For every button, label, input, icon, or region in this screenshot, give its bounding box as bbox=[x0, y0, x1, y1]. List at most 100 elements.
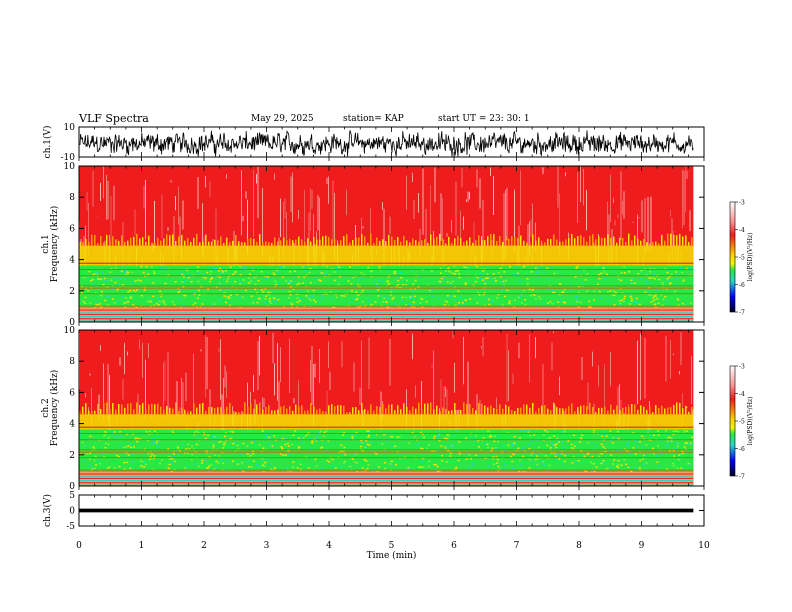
ch2-spectrogram-speckle bbox=[261, 464, 264, 466]
ch2-spectrogram-speckle bbox=[609, 439, 612, 442]
ch2-spectrogram-streak bbox=[280, 347, 281, 383]
ch2-spectrogram-speckle bbox=[534, 452, 537, 455]
ch1-spectrogram-streak bbox=[242, 215, 244, 222]
ch2-spectrogram-speckle bbox=[398, 436, 401, 438]
ch2-spectrogram-streak bbox=[506, 333, 508, 403]
x-tick-label: 2 bbox=[201, 541, 207, 551]
ch2-spectrogram-speckle bbox=[324, 442, 327, 445]
ch1-spectrogram-streak bbox=[122, 221, 124, 268]
ch2-spectrogram-speckle bbox=[428, 460, 431, 462]
ch2-spectrogram-spike bbox=[490, 405, 492, 415]
ch2-spectrogram-speckle bbox=[496, 441, 499, 443]
ch2-spectrogram-spike bbox=[154, 404, 156, 415]
ch1-spectrogram-spike bbox=[127, 240, 129, 246]
ch1-spectrogram-speckle bbox=[230, 301, 233, 304]
ch1-spectrogram-streak bbox=[167, 227, 169, 231]
ch2-spectrogram-speckle bbox=[340, 465, 343, 468]
ch2-spectrogram-speckle bbox=[651, 447, 654, 450]
ch1-spectrogram-speckle bbox=[241, 296, 244, 298]
ch1-spectrogram-speckle bbox=[296, 283, 299, 286]
ch2-spectrogram-streak bbox=[145, 359, 146, 419]
ch1-spectrogram-speckle bbox=[466, 267, 469, 269]
ch2-spectrogram-speckle bbox=[297, 447, 300, 449]
ch1-spectrogram-speckle bbox=[96, 303, 99, 306]
ch1-spectrogram-low-line bbox=[79, 318, 694, 320]
ch1-spectrogram-ytick-label: 0 bbox=[69, 318, 75, 328]
ch1-spectrogram-speckle bbox=[496, 297, 499, 299]
ch1-spectrogram-speckle bbox=[242, 279, 245, 281]
ch2-spectrogram-speckle bbox=[197, 465, 200, 468]
ch1-spectrogram-speckle bbox=[157, 304, 160, 306]
ch2-spectrogram-speckle bbox=[623, 458, 626, 461]
ch1-spectrogram-speckle bbox=[543, 271, 546, 273]
ch1-spectrogram-speckle bbox=[307, 296, 310, 298]
ch2-spectrogram-speckle bbox=[246, 468, 249, 470]
ch1-spectrogram-speckle bbox=[689, 302, 692, 305]
ch1-spectrogram-speckle bbox=[236, 293, 239, 296]
ch1-spectrogram-speckle bbox=[584, 279, 587, 281]
ch1-spectrogram-speckle bbox=[254, 283, 257, 285]
ch2-spectrogram-streak bbox=[644, 338, 646, 399]
ch1-spectrogram-speckle bbox=[308, 271, 311, 274]
ch1-spectrogram-speckle bbox=[421, 306, 424, 308]
ch2-spectrogram-harmonic-line bbox=[79, 449, 694, 451]
ch2-spectrogram-spike bbox=[430, 402, 432, 415]
ch1-spectrogram-speckle bbox=[281, 288, 284, 290]
ch2-spectrogram-speckle bbox=[252, 450, 255, 452]
ch2-spectrogram-speckle bbox=[82, 460, 85, 462]
ch1-spectrogram-speckle bbox=[233, 272, 236, 274]
ch2-spectrogram-speckle bbox=[630, 452, 633, 455]
ch2-spectrogram-speckle bbox=[672, 433, 675, 435]
ch2-spectrogram-spike bbox=[115, 409, 117, 415]
ch2-spectrogram-speckle bbox=[533, 449, 536, 452]
ch2-spectrogram-speckle bbox=[536, 464, 539, 467]
ch1-spectrogram-speckle bbox=[523, 289, 526, 292]
ch1-spectrogram-speckle bbox=[275, 283, 278, 286]
ch2-spectrogram-speckle bbox=[213, 436, 216, 438]
ch2-spectrogram-spike bbox=[661, 405, 663, 415]
ch2-spectrogram-speckle bbox=[351, 433, 354, 436]
ch1-spectrogram-streak bbox=[580, 166, 581, 203]
ch2-spectrogram-speckle bbox=[681, 452, 684, 455]
ch2-spectrogram-speckle bbox=[94, 455, 97, 458]
ch1-spectrogram-spike bbox=[472, 242, 474, 246]
ch1-spectrogram-speckle bbox=[357, 279, 360, 281]
ch2-spectrogram-spike bbox=[106, 402, 108, 415]
ch1-spectrogram-speckle bbox=[226, 288, 229, 290]
ch1-spectrogram-speckle bbox=[152, 271, 155, 273]
ch1-spectrogram-speckle bbox=[382, 300, 385, 303]
ch2-spectrogram-speckle bbox=[656, 470, 659, 472]
ch1-spectrogram-speckle bbox=[611, 294, 614, 296]
ch2-spectrogram-spike bbox=[397, 405, 399, 415]
ch2-spectrogram-speckle bbox=[366, 460, 369, 462]
ch2-spectrogram-speckle bbox=[492, 463, 495, 465]
ch1-spectrogram-speckle bbox=[288, 281, 291, 283]
ch1-spectrogram-spike bbox=[259, 234, 261, 246]
ch2-spectrogram-speckle bbox=[519, 437, 522, 439]
ch2-spectrogram-speckle bbox=[504, 449, 507, 452]
ch1-spectrogram-speckle bbox=[187, 276, 190, 279]
ch2-spectrogram-speckle bbox=[625, 463, 628, 466]
ch2-spectrogram-spike bbox=[424, 403, 426, 415]
ch1-spectrogram-speckle bbox=[431, 288, 434, 291]
ch2-spectrogram-speckle bbox=[592, 429, 595, 432]
ch1-spectrogram-speckle bbox=[221, 267, 224, 269]
ch1-spectrogram-speckle bbox=[427, 284, 430, 287]
ch2-spectrogram-speckle bbox=[311, 442, 314, 444]
ch2-spectrogram-spike bbox=[571, 403, 573, 415]
ch1-spectrogram-speckle bbox=[274, 280, 277, 283]
ch2-spectrogram-speckle bbox=[656, 430, 659, 433]
ch2-spectrogram-streak bbox=[100, 345, 101, 351]
ch1-spectrogram-speckle bbox=[95, 272, 98, 274]
ch1-spectrogram-speckle bbox=[653, 277, 656, 280]
ch2-spectrogram-spike bbox=[124, 407, 126, 415]
ch2-spectrogram-speckle bbox=[119, 445, 122, 447]
ch1-spectrogram-spike bbox=[553, 234, 555, 246]
ch2-spectrogram-spike bbox=[475, 410, 477, 415]
ch1-spectrogram-streak bbox=[382, 202, 383, 210]
ch2-spectrogram-green-band bbox=[79, 429, 694, 472]
ch1-spectrogram-speckle bbox=[497, 272, 500, 274]
ch2-spectrogram-speckle bbox=[666, 468, 669, 470]
ch2-spectrogram-speckle bbox=[344, 460, 347, 463]
ch1-spectrogram-speckle bbox=[247, 282, 250, 284]
